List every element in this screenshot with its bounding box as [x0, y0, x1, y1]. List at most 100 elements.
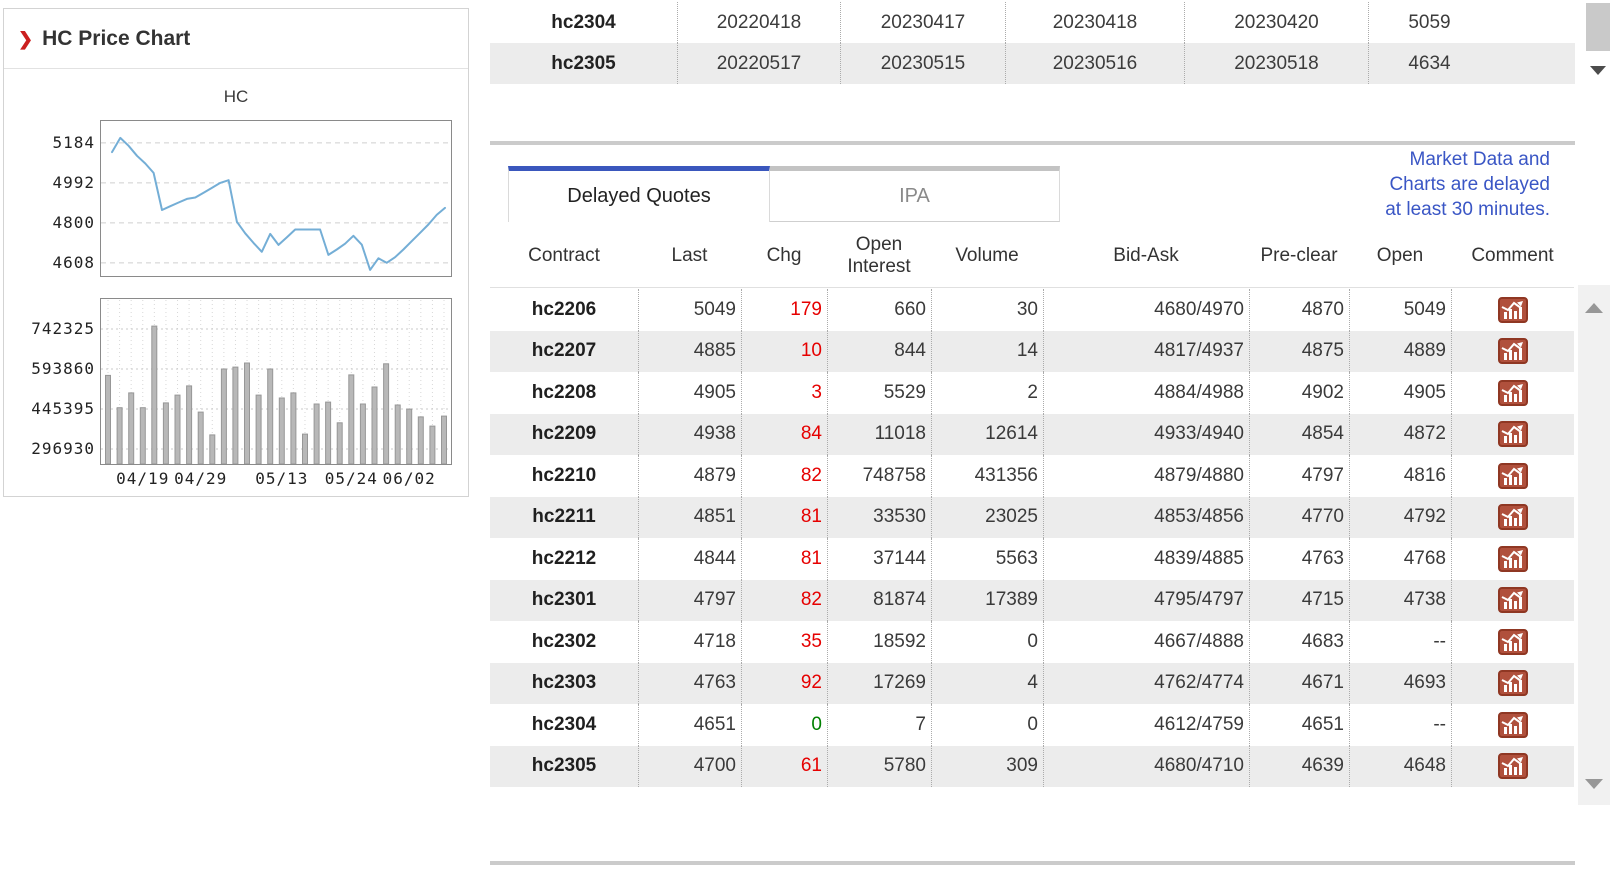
comment-chart-icon[interactable]: [1498, 545, 1528, 572]
bid-ask-cell: 4667/4888: [1043, 621, 1249, 663]
tab-label: Delayed Quotes: [567, 185, 711, 207]
contract-cell: hc2210: [531, 464, 597, 486]
filler-cell: [1490, 43, 1575, 84]
quotes-scrollbar[interactable]: [1578, 285, 1610, 805]
last-cell: 5049: [638, 289, 741, 331]
volume-cell: 431356: [931, 455, 1043, 497]
open-cell: 4872: [1349, 413, 1451, 455]
bid-ask-cell: 4817/4937: [1043, 330, 1249, 372]
chg-cell: 84: [741, 413, 827, 455]
contract-cell: hc2211: [532, 506, 596, 528]
tab-ipa[interactable]: IPA: [770, 166, 1060, 222]
delay-notice-line: Market Data and: [1409, 149, 1550, 170]
open-cell: 4889: [1349, 330, 1451, 372]
volume-cell: 17389: [931, 579, 1043, 621]
contract-cell: hc2208: [531, 381, 597, 403]
comment-cell: [1451, 330, 1574, 372]
open-interest-cell: 7: [827, 704, 931, 746]
bid-ask-cell: 4680/4970: [1043, 289, 1249, 331]
table-row: hc2212 4844 81 37144 5563 4839/4885 4763 4768: [490, 538, 1574, 580]
table-row: hc2301 4797 82 81874 17389 4795/4797 4715 4738: [490, 579, 1574, 621]
chg-cell: 81: [741, 496, 827, 538]
volume-cell: 30: [931, 289, 1043, 331]
filler-cell: [1490, 2, 1575, 43]
chart-title: HC: [223, 87, 249, 106]
comment-chart-icon[interactable]: [1498, 753, 1528, 780]
chg-cell: 81: [741, 538, 827, 580]
arrow-up-icon: [1585, 303, 1603, 313]
pre-clear-cell: 4671: [1249, 662, 1349, 704]
comment-cell: [1451, 289, 1574, 331]
y-axis-tick: 4608: [52, 252, 95, 272]
chg-cell: 179: [741, 289, 827, 331]
contract-cell: hc2305: [551, 52, 616, 74]
last-cell: 4797: [638, 579, 741, 621]
comment-chart-icon[interactable]: [1498, 587, 1528, 614]
comment-cell: [1451, 662, 1574, 704]
quotes-table-header: Contract Last Chg Open Interest Volume B…: [490, 225, 1574, 288]
bid-ask-cell: 4795/4797: [1043, 579, 1249, 621]
scroll-up-button[interactable]: [1578, 297, 1610, 319]
contract-cell: hc2304: [551, 11, 616, 33]
comment-chart-icon[interactable]: [1498, 711, 1528, 738]
comment-chart-icon[interactable]: [1498, 628, 1528, 655]
comment-chart-icon[interactable]: [1498, 379, 1528, 406]
last-cell: 4879: [638, 455, 741, 497]
pre-clear-cell: 4797: [1249, 455, 1349, 497]
volume-cell: 14: [931, 330, 1043, 372]
contract-cell: hc2302: [531, 630, 597, 652]
comment-chart-icon[interactable]: [1498, 462, 1528, 489]
pre-clear-cell: 4651: [1249, 704, 1349, 746]
last-cell: 4651: [638, 704, 741, 746]
comment-chart-icon[interactable]: [1498, 338, 1528, 365]
chevron-right-icon: ❯: [18, 28, 34, 49]
column-header-bid-ask: Bid-Ask: [1113, 245, 1179, 266]
column-header-last: Last: [671, 245, 708, 266]
scrollbar-thumb[interactable]: [1586, 3, 1610, 51]
pre-clear-cell: 4875: [1249, 330, 1349, 372]
scroll-down-button[interactable]: [1584, 60, 1612, 80]
table-row: hc2305 4700 61 5780 309 4680/4710 4639 4648: [490, 745, 1574, 787]
tab-delayed-quotes[interactable]: Delayed Quotes: [508, 166, 770, 222]
comment-cell: [1451, 496, 1574, 538]
bid-ask-cell: 4612/4759: [1043, 704, 1249, 746]
table-row: hc2305 20220517 20230515 20230516 20230518 46…: [490, 43, 1575, 84]
comment-chart-icon[interactable]: [1498, 504, 1528, 531]
open-interest-cell: 660: [827, 289, 931, 331]
open-interest-cell: 17269: [827, 662, 931, 704]
x-axis-tick: 06/02: [382, 469, 436, 488]
bid-ask-cell: 4933/4940: [1043, 413, 1249, 455]
x-axis-tick: 04/29: [174, 469, 228, 488]
panel-header: ❯ HC Price Chart: [4, 9, 468, 69]
table-row: hc2208 4905 3 5529 2 4884/4988 4902 4905: [490, 372, 1574, 414]
last-cell: 4851: [638, 496, 741, 538]
value-cell: 20230518: [1184, 43, 1368, 84]
open-interest-cell: 844: [827, 330, 931, 372]
arrow-down-icon: [1585, 779, 1603, 789]
volume-cell: 5563: [931, 538, 1043, 580]
open-cell: 4693: [1349, 662, 1451, 704]
quotes-table-body: hc2206 5049 179 660 30 4680/4970 4870 5049 hc220…: [490, 289, 1574, 787]
panel-title: HC Price Chart: [42, 26, 191, 50]
contract-info-table: hc2304 20220418 20230417 20230418 20230420 50…: [490, 2, 1575, 84]
comment-chart-icon[interactable]: [1498, 296, 1528, 323]
comment-chart-icon[interactable]: [1498, 670, 1528, 697]
value-cell: 20230420: [1184, 2, 1368, 43]
open-interest-cell: 81874: [827, 579, 931, 621]
pre-clear-cell: 4854: [1249, 413, 1349, 455]
contract-cell: hc2209: [531, 423, 597, 445]
open-interest-cell: 5780: [827, 745, 931, 787]
open-cell: --: [1349, 704, 1451, 746]
value-cell: 20230515: [840, 43, 1005, 84]
volume-cell: 23025: [931, 496, 1043, 538]
comment-cell: [1451, 455, 1574, 497]
chg-cell: 92: [741, 662, 827, 704]
open-interest-cell: 11018: [827, 413, 931, 455]
volume-bar-chart: [100, 298, 452, 465]
chg-cell: 3: [741, 372, 827, 414]
top-table-scrollbar[interactable]: [1584, 0, 1612, 84]
last-cell: 4938: [638, 413, 741, 455]
comment-chart-icon[interactable]: [1498, 421, 1528, 448]
scroll-down-button[interactable]: [1578, 773, 1610, 795]
